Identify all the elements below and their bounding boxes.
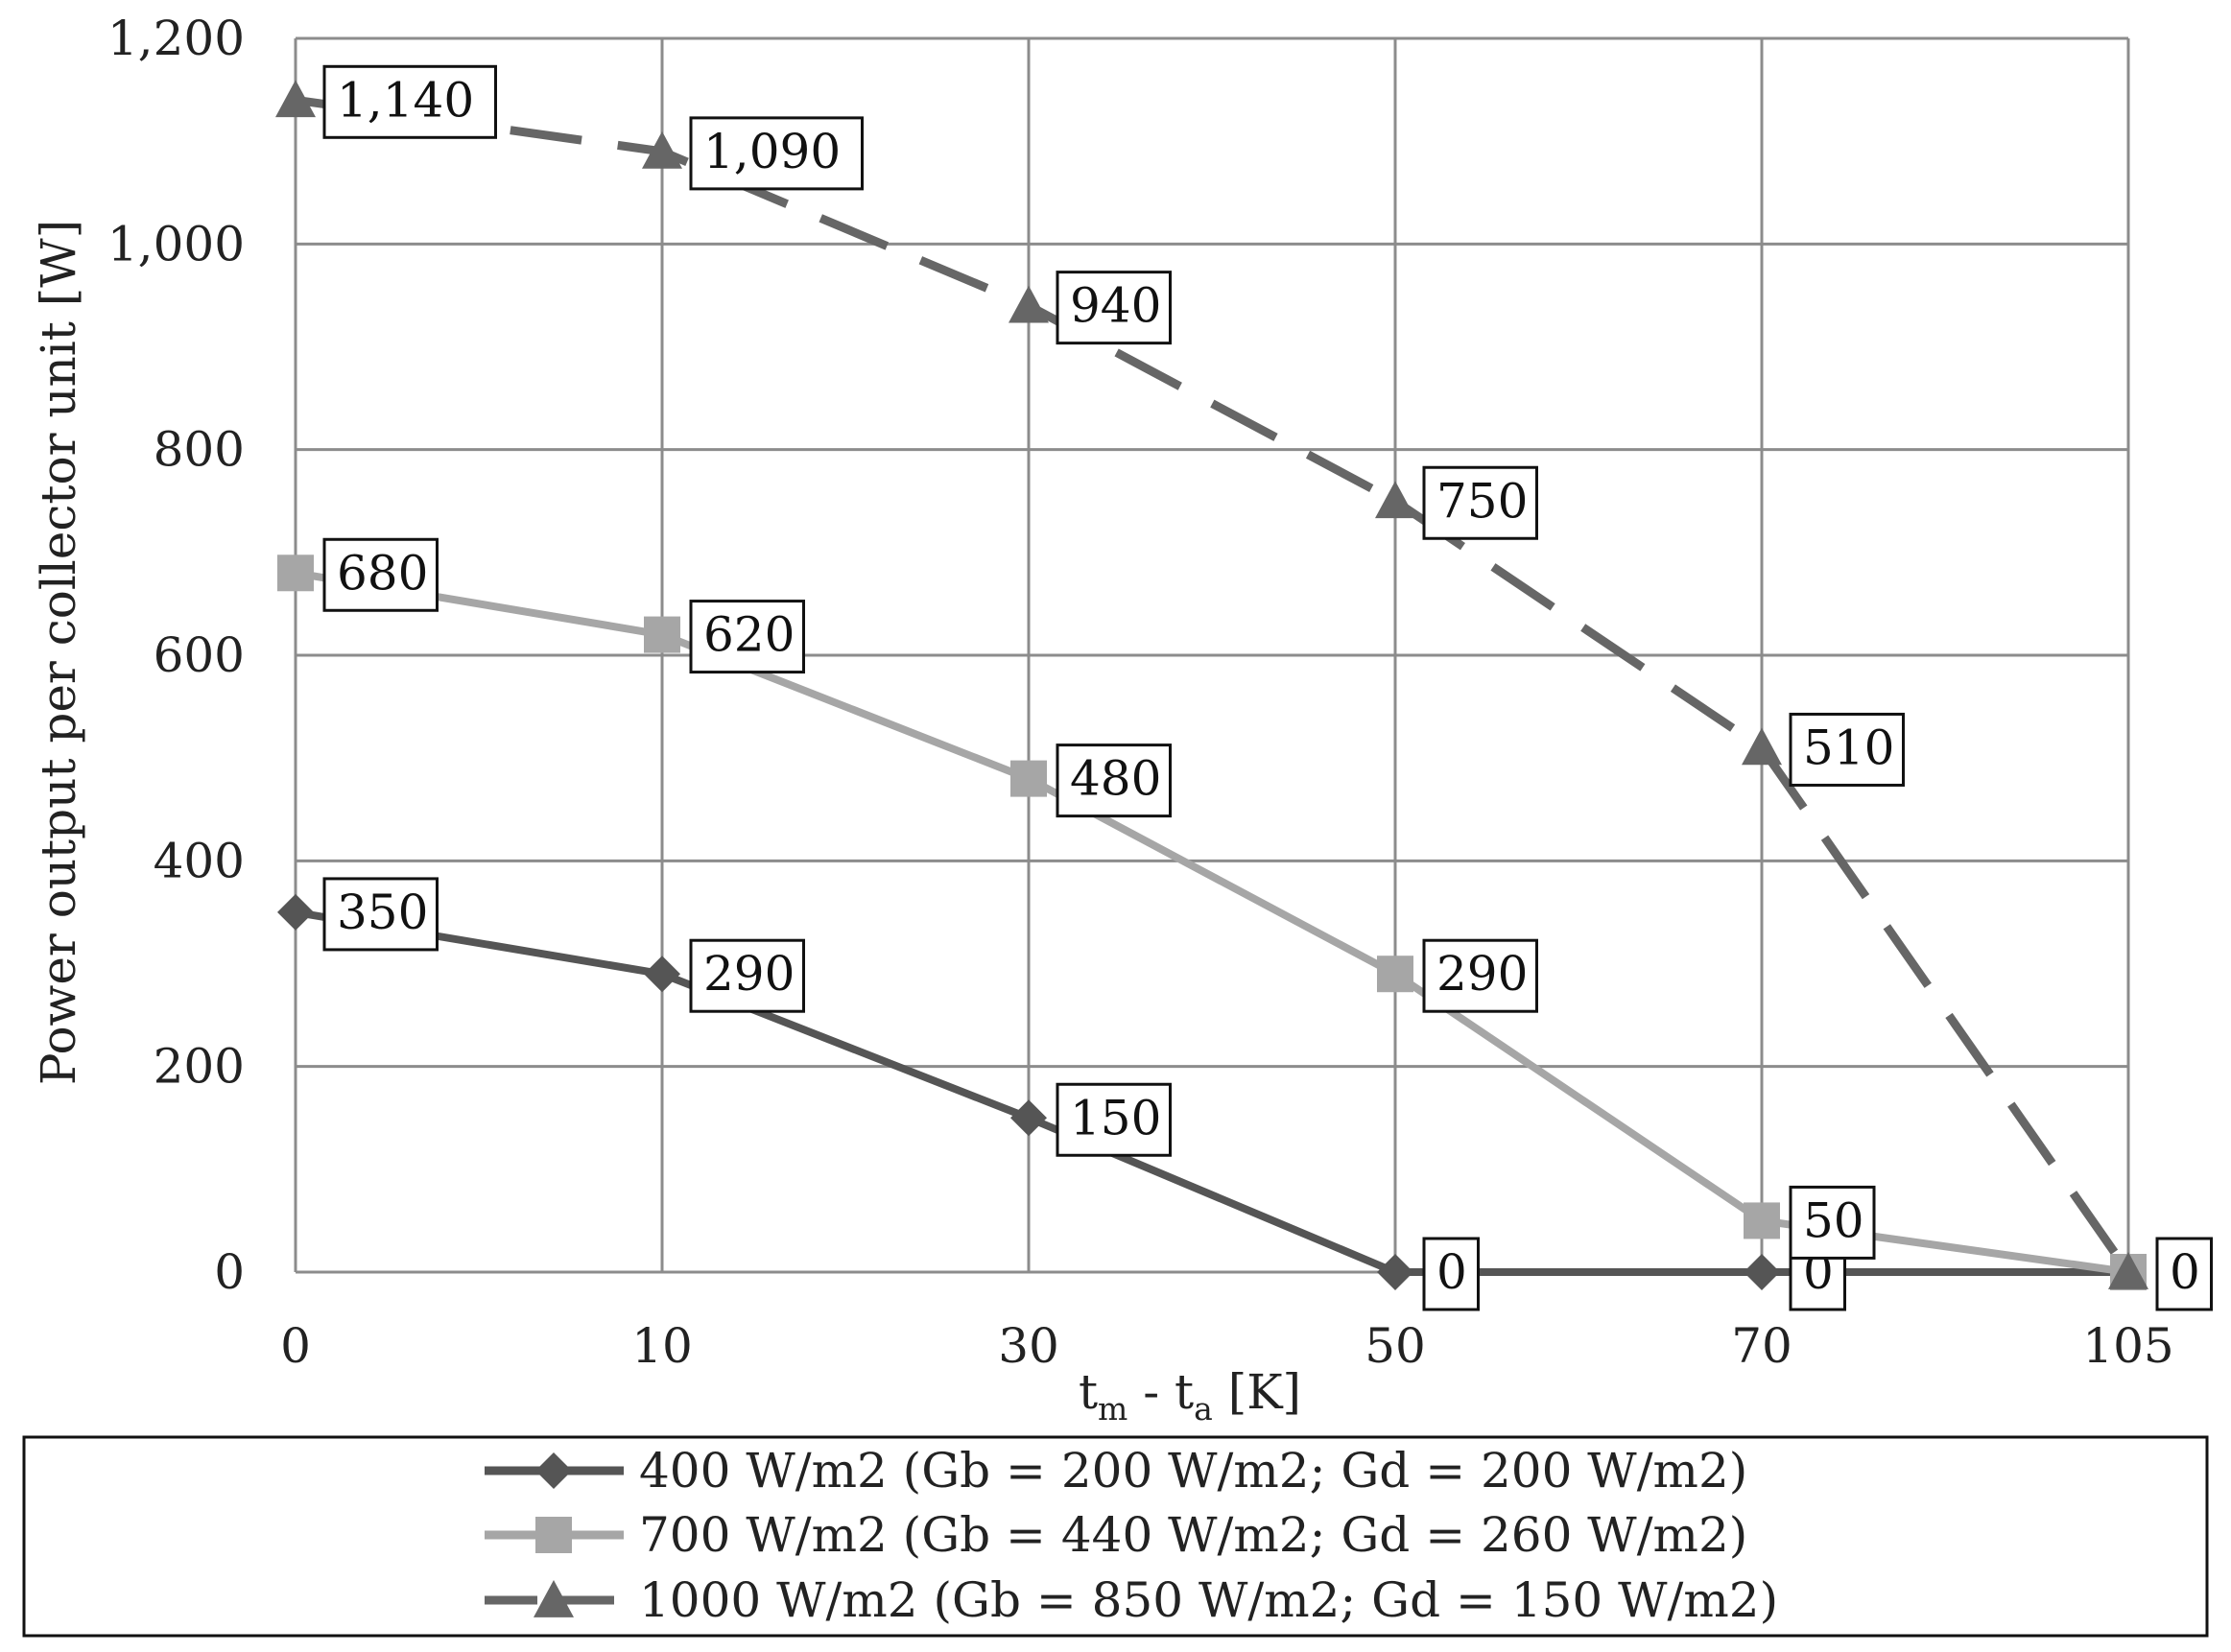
svg-text:480: 480	[1070, 751, 1161, 807]
y-tick-label: 400	[154, 833, 245, 888]
series-markers	[275, 80, 2148, 1290]
data-label-s0-p3: 0	[1422, 1237, 1480, 1311]
x-axis-title-sub-m: m	[1098, 1390, 1127, 1428]
y-tick-label: 600	[154, 627, 245, 683]
svg-text:0: 0	[2170, 1244, 2200, 1300]
data-label-s0-p0: 350	[322, 877, 439, 952]
svg-text:1,140: 1,140	[337, 72, 474, 128]
y-axis-tick-labels: 0 200 400 600 800 1,000 1,200	[107, 11, 245, 1300]
data-label-s1-p2: 480	[1056, 743, 1172, 818]
legend-marker-0	[535, 1452, 572, 1489]
svg-text:940: 940	[1070, 278, 1161, 334]
grid-lines	[294, 36, 2130, 1274]
legend-label-1: 700 W/m2 (Gb = 440 W/m2; Gd = 260 W/m2)	[639, 1507, 1747, 1563]
data-label-s0-p1: 290	[689, 938, 805, 1013]
data-point-s0-p0	[277, 893, 314, 931]
svg-text:150: 150	[1070, 1090, 1161, 1145]
data-point-s1-p2	[1010, 760, 1047, 797]
y-tick-label: 1,200	[107, 11, 245, 66]
data-point-s2-p5	[2108, 1252, 2148, 1289]
svg-text:290: 290	[703, 946, 795, 1002]
legend-box	[22, 1435, 2209, 1638]
data-point-s2-p3	[1375, 481, 1415, 519]
data-label-s0-p2: 150	[1056, 1082, 1172, 1157]
legend-marker-1	[535, 1517, 572, 1553]
x-tick-label: 50	[1365, 1318, 1426, 1374]
legend-marker-2	[534, 1580, 574, 1617]
legend-label-0: 400 W/m2 (Gb = 200 W/m2; Gd = 200 W/m2)	[639, 1443, 1747, 1499]
x-axis-title-minus: - t	[1127, 1364, 1194, 1420]
data-point-s1-p1	[644, 616, 680, 653]
data-point-s1-p3	[1377, 956, 1413, 993]
data-point-s2-p4	[1742, 727, 1782, 766]
data-label-s1-p0: 680	[322, 537, 439, 612]
x-tick-label: 105	[2082, 1318, 2173, 1374]
data-label-s2-p0: 1,140	[322, 64, 497, 139]
legend-label-2: 1000 W/m2 (Gb = 850 W/m2; Gd = 150 W/m2)	[639, 1572, 1778, 1628]
y-axis-title: Power output per collector unit [W]	[31, 220, 86, 1085]
y-tick-label: 1,000	[107, 216, 245, 271]
data-point-s2-p2	[1009, 285, 1049, 323]
data-label-s2-p4: 510	[1789, 712, 1905, 787]
legend-item-0: 400 W/m2 (Gb = 200 W/m2; Gd = 200 W/m2)	[485, 1443, 1747, 1499]
x-axis-title: tm - ta [K]	[1079, 1364, 1301, 1428]
svg-text:510: 510	[1803, 720, 1894, 775]
y-tick-label: 200	[154, 1039, 245, 1095]
data-point-s2-p0	[275, 80, 316, 118]
x-tick-label: 70	[1731, 1318, 1792, 1374]
y-tick-label: 0	[214, 1244, 245, 1300]
legend-item-1: 700 W/m2 (Gb = 440 W/m2; Gd = 260 W/m2)	[485, 1507, 1747, 1563]
x-axis-title-unit: [K]	[1213, 1364, 1301, 1420]
svg-text:680: 680	[337, 545, 428, 601]
x-axis-tick-labels: 0 10 30 50 70 105	[280, 1318, 2174, 1374]
data-label-s2-p2: 940	[1056, 271, 1172, 345]
data-point-s0-p2	[1010, 1099, 1047, 1137]
x-axis-title-t: t	[1079, 1364, 1098, 1420]
data-point-s0-p1	[644, 956, 680, 993]
svg-text:350: 350	[337, 885, 428, 940]
x-tick-label: 10	[631, 1318, 693, 1374]
svg-text:50: 50	[1803, 1192, 1864, 1248]
svg-text:0: 0	[1436, 1244, 1467, 1300]
x-axis-title-sub-a: a	[1194, 1390, 1213, 1428]
legend: 400 W/m2 (Gb = 200 W/m2; Gd = 200 W/m2) 7…	[22, 1435, 2209, 1638]
data-label-s2-p1: 1,090	[689, 116, 864, 191]
svg-text:620: 620	[703, 607, 795, 663]
data-label-s2-p3: 750	[1422, 465, 1538, 540]
data-point-s0-p3	[1377, 1254, 1413, 1290]
data-label-s1-p5: 0	[2155, 1237, 2213, 1311]
legend-item-2: 1000 W/m2 (Gb = 850 W/m2; Gd = 150 W/m2)	[485, 1572, 1778, 1628]
data-label-s1-p4: 50	[1789, 1185, 1876, 1260]
x-tick-label: 30	[998, 1318, 1059, 1374]
data-point-s1-p0	[277, 555, 314, 592]
y-tick-label: 800	[154, 422, 245, 478]
svg-text:750: 750	[1436, 473, 1528, 529]
data-point-s1-p4	[1744, 1202, 1780, 1239]
data-point-s2-p1	[642, 130, 682, 169]
data-label-s1-p3: 290	[1422, 938, 1538, 1013]
data-label-s1-p1: 620	[689, 600, 805, 674]
data-point-s0-p4	[1744, 1254, 1780, 1290]
svg-text:290: 290	[1436, 946, 1528, 1002]
x-tick-label: 0	[280, 1318, 311, 1374]
svg-text:1,090: 1,090	[703, 124, 841, 179]
